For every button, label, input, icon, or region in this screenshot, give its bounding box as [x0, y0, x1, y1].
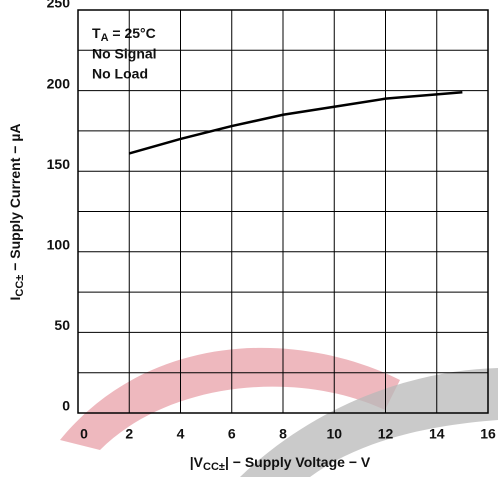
y-tick-label: 250	[47, 0, 71, 11]
annotation: TA = 25°C	[92, 25, 156, 44]
x-tick-label: 10	[326, 426, 342, 442]
y-tick-label: 0	[62, 398, 70, 414]
watermark	[60, 347, 400, 450]
x-tick-label: 16	[480, 426, 496, 442]
y-tick-label: 150	[47, 156, 71, 172]
annotation: No Load	[92, 66, 148, 82]
x-axis-label: |VCC±| − Supply Voltage − V	[190, 454, 371, 473]
x-tick-label: 0	[80, 426, 88, 442]
x-tick-label: 8	[279, 426, 287, 442]
x-tick-label: 2	[125, 426, 133, 442]
watermark	[240, 368, 498, 477]
plot-frame	[77, 9, 489, 414]
x-tick-label: 6	[228, 426, 236, 442]
x-tick-label: 12	[378, 426, 394, 442]
data-line	[128, 90, 463, 155]
y-tick-label: 200	[47, 75, 71, 91]
y-tick-label: 50	[54, 317, 70, 333]
x-tick-label: 14	[429, 426, 445, 442]
y-tick-label: 100	[47, 237, 71, 253]
x-tick-label: 4	[177, 426, 185, 442]
annotation: No Signal	[92, 46, 157, 62]
y-axis-label: ICC± − Supply Current − µA	[7, 123, 26, 300]
